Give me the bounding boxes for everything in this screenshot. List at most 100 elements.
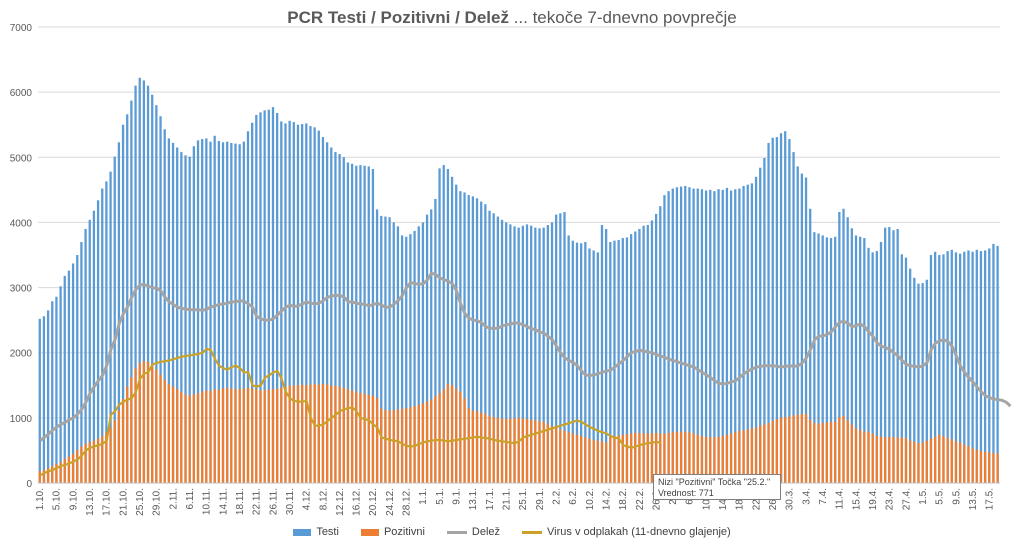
- x-tick-label: 5.10.: [52, 488, 63, 510]
- bar-pozitivni: [600, 441, 604, 483]
- legend-label: Testi: [316, 526, 339, 538]
- bar-pozitivni: [159, 374, 162, 483]
- bar-pozitivni: [813, 423, 816, 483]
- y-tick-label: 3000: [10, 284, 33, 295]
- bar-pozitivni: [38, 471, 41, 483]
- bar-testi: [534, 227, 537, 483]
- bar-pozitivni: [380, 408, 383, 483]
- bar-testi: [871, 252, 874, 483]
- bar-testi: [729, 190, 733, 483]
- bar-testi: [859, 236, 862, 483]
- bar-testi: [188, 156, 191, 484]
- bar-pozitivni: [875, 436, 878, 483]
- bar-testi: [746, 184, 749, 483]
- bar-pozitivni: [371, 395, 375, 483]
- bar-pozitivni: [555, 427, 558, 483]
- bar-pozitivni: [721, 436, 724, 483]
- bar-testi: [867, 247, 870, 483]
- bar-pozitivni: [742, 430, 745, 483]
- bar-pozitivni: [209, 391, 212, 483]
- bar-pozitivni: [221, 388, 225, 483]
- bar-testi: [405, 236, 408, 483]
- bar-pozitivni: [863, 431, 866, 483]
- bar-pozitivni: [180, 391, 183, 483]
- bar-testi: [242, 141, 245, 483]
- bar-pozitivni: [629, 433, 633, 483]
- bar-testi: [588, 248, 591, 483]
- bar-testi: [958, 253, 962, 483]
- tooltip-title: Nizi "Pozitivni" Točka "25.2.": [658, 477, 771, 487]
- bar-pozitivni: [55, 464, 58, 483]
- bar-testi: [46, 310, 50, 483]
- bar-pozitivni: [909, 440, 912, 483]
- bar-pozitivni: [146, 361, 150, 483]
- bar-pozitivni: [151, 365, 154, 483]
- bar-pozitivni: [979, 451, 983, 483]
- bar-pozitivni: [305, 385, 308, 483]
- bar-testi: [84, 228, 87, 483]
- bar-pozitivni: [580, 436, 583, 483]
- x-tick-label: 5.1.: [435, 488, 446, 505]
- bar-testi: [38, 318, 41, 483]
- bar-testi: [609, 241, 612, 483]
- bar-pozitivni: [313, 383, 316, 483]
- bar-pozitivni: [638, 432, 641, 483]
- bar-pozitivni: [675, 431, 679, 483]
- bar-pozitivni: [130, 377, 133, 483]
- bar-pozitivni: [750, 428, 754, 483]
- bar-testi: [663, 195, 666, 483]
- bar-pozitivni: [659, 433, 662, 483]
- bar-testi: [575, 242, 579, 483]
- bar-pozitivni: [163, 380, 166, 483]
- bar-testi: [530, 225, 533, 483]
- bar-pozitivni: [642, 433, 645, 483]
- bar-pozitivni: [321, 383, 325, 483]
- y-tick-label: 0: [26, 479, 32, 490]
- x-tick-label: 20.12.: [368, 488, 379, 516]
- bar-testi: [771, 137, 774, 483]
- bar-pozitivni: [171, 386, 175, 483]
- bar-pozitivni: [938, 434, 941, 483]
- x-tick-label: 30.11.: [285, 488, 296, 515]
- bar-pozitivni: [571, 433, 574, 483]
- bar-pozitivni: [563, 430, 566, 483]
- bar-testi: [617, 240, 620, 483]
- bar-pozitivni: [667, 432, 670, 483]
- bar-pozitivni: [84, 443, 87, 483]
- bar-testi: [563, 212, 566, 483]
- bar-pozitivni: [213, 389, 216, 483]
- bar-testi: [654, 213, 658, 483]
- bar-pozitivni: [846, 420, 849, 483]
- bar-testi: [221, 142, 225, 483]
- bar-pozitivni: [113, 420, 116, 483]
- bar-testi: [105, 181, 108, 484]
- x-tick-label: 24.12.: [385, 488, 396, 516]
- bar-pozitivni: [446, 383, 450, 483]
- x-tick-label: 9.10.: [68, 488, 79, 510]
- bar-testi: [725, 187, 729, 483]
- bar-testi: [171, 142, 175, 483]
- bar-pozitivni: [546, 424, 549, 483]
- bar-testi: [330, 147, 333, 483]
- bar-testi: [80, 241, 83, 483]
- bar-testi: [346, 162, 350, 484]
- bar-testi: [71, 263, 75, 483]
- bar-pozitivni: [592, 440, 595, 483]
- x-tick-label: 18.11.: [235, 488, 246, 515]
- legend-label: Pozitivni: [383, 526, 425, 538]
- bar-pozitivni: [271, 389, 275, 483]
- bar-pozitivni: [725, 434, 729, 483]
- x-tick-label: 26.11.: [268, 488, 279, 515]
- bar-pozitivni: [779, 417, 783, 483]
- bar-pozitivni: [933, 436, 937, 483]
- bar-testi: [292, 122, 295, 483]
- bar-testi: [684, 185, 687, 483]
- bar-testi: [596, 252, 599, 483]
- bar-testi: [921, 283, 924, 483]
- bar-pozitivni: [734, 432, 737, 483]
- bar-testi: [88, 219, 91, 483]
- bar-pozitivni: [76, 449, 79, 483]
- bar-pozitivni: [167, 383, 171, 483]
- x-tick-label: 21.1.: [502, 488, 513, 510]
